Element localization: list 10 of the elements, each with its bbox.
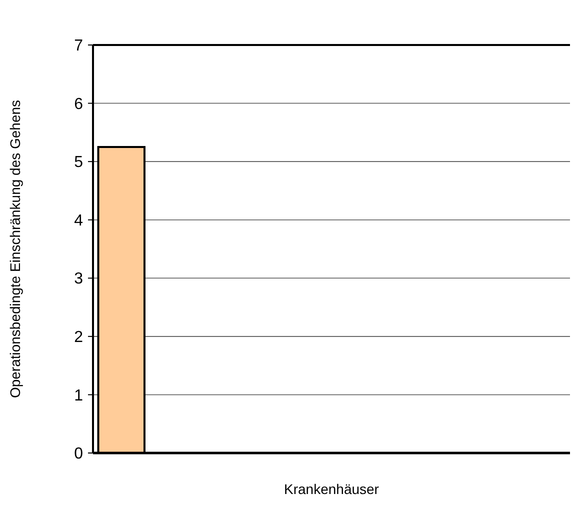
y-tick-label: 7 [74,38,84,55]
x-axis-title: Krankenhäuser [284,481,380,497]
y-tick-label: 1 [74,387,84,404]
y-tick-label: 6 [74,96,84,113]
y-tick-label: 0 [74,446,84,463]
y-tick-label: 4 [74,212,84,230]
y-tick-label: 5 [74,154,84,172]
y-axis-title: Operationsbedingte Einschränkung des Gehens [7,100,23,398]
y-tick-label: 3 [74,270,84,288]
y-tick-label: 2 [74,329,84,346]
